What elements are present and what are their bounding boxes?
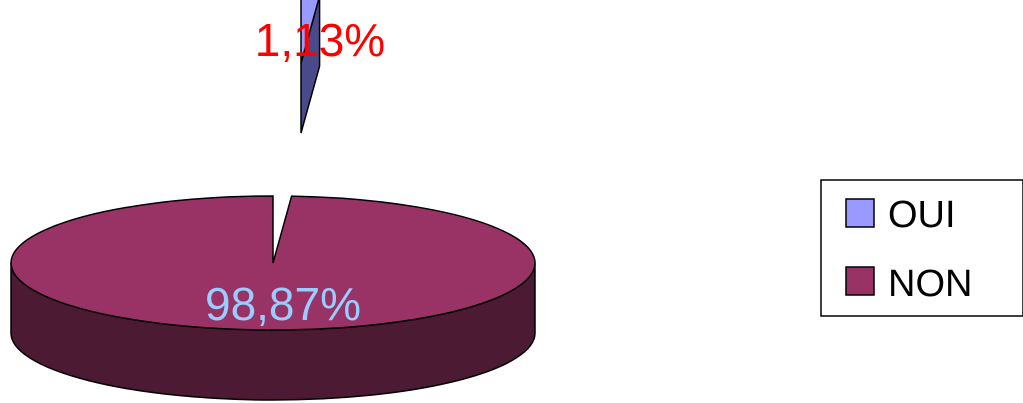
legend-swatch-non — [845, 266, 875, 296]
data-label-oui: 1,13% — [255, 14, 385, 66]
data-label-non: 98,87% — [205, 278, 361, 330]
legend: OUI NON — [820, 179, 1023, 317]
legend-label-non: NON — [888, 263, 972, 305]
pie-slice-oui — [300, 0, 320, 64]
pie-slice-non — [10, 195, 536, 331]
legend-label-oui: OUI — [888, 194, 956, 236]
legend-swatch-oui — [845, 198, 875, 228]
